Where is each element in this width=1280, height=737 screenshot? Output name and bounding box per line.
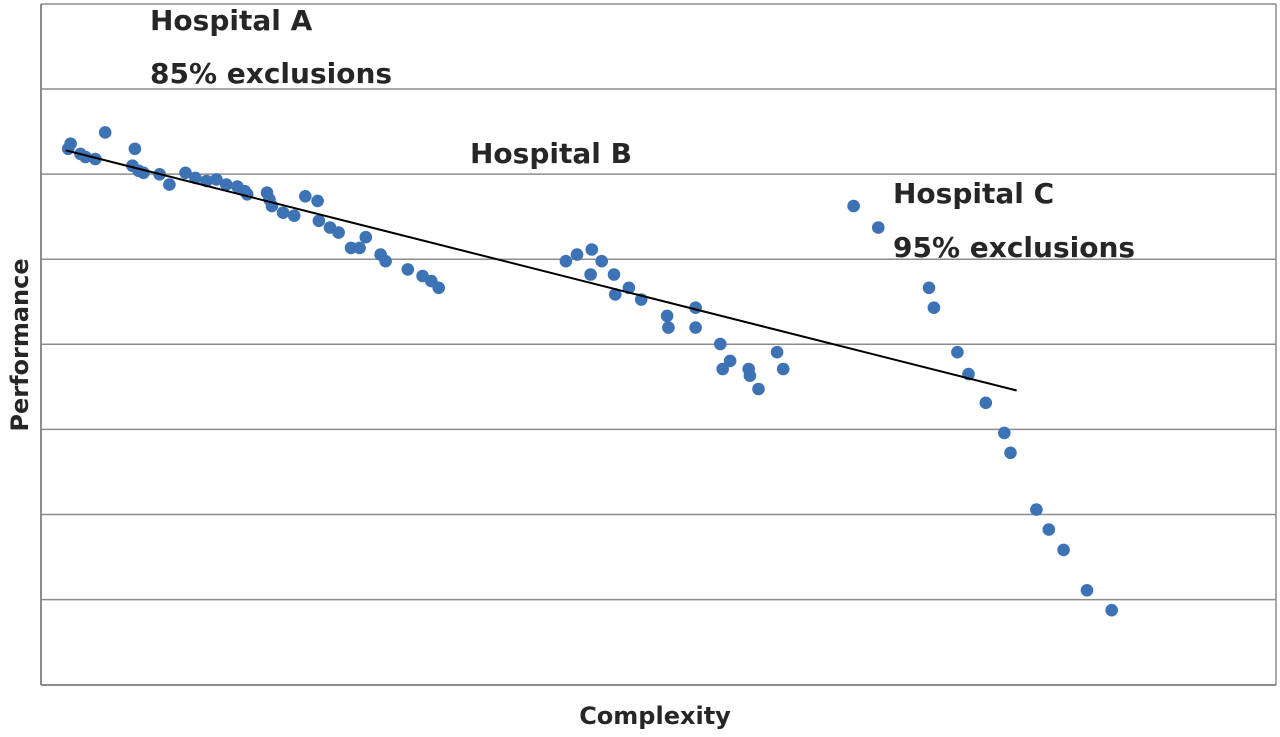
data-point bbox=[595, 254, 608, 268]
data-point bbox=[559, 254, 573, 268]
data-point bbox=[353, 241, 366, 255]
data-point bbox=[847, 199, 860, 213]
data-point bbox=[61, 142, 75, 156]
data-point bbox=[1042, 523, 1056, 536]
data-point bbox=[220, 178, 233, 191]
data-point bbox=[723, 354, 737, 368]
data-point bbox=[584, 268, 597, 281]
data-point bbox=[660, 309, 674, 323]
trendline bbox=[65, 149, 1017, 392]
data-point bbox=[359, 230, 373, 244]
data-point bbox=[979, 396, 993, 410]
data-point bbox=[210, 173, 223, 186]
data-point bbox=[743, 369, 757, 383]
data-point bbox=[609, 288, 622, 301]
data-point bbox=[332, 226, 345, 239]
data-point bbox=[299, 190, 312, 203]
data-point bbox=[401, 263, 415, 276]
data-point bbox=[776, 362, 790, 376]
gridlines bbox=[41, 88, 1276, 601]
data-point bbox=[752, 382, 765, 396]
data-point bbox=[312, 214, 326, 228]
data-point bbox=[770, 345, 784, 359]
annotation-hospital-name: Hospital A bbox=[150, 4, 313, 37]
data-point bbox=[922, 281, 936, 295]
annotations: Hospital A 85% exclusions Hospital B Hospit… bbox=[150, 4, 1135, 264]
data-point bbox=[951, 345, 964, 359]
data-point bbox=[276, 206, 290, 219]
data-point bbox=[189, 171, 202, 185]
x-axis-label: Complexity bbox=[579, 702, 731, 730]
data-point bbox=[927, 301, 941, 315]
data-point bbox=[89, 152, 102, 166]
data-point bbox=[1105, 603, 1118, 617]
data-point bbox=[662, 321, 675, 334]
data-point bbox=[98, 126, 112, 139]
data-points bbox=[61, 126, 1118, 617]
data-point bbox=[379, 254, 392, 268]
data-point bbox=[1030, 503, 1043, 516]
annotation-hospital-name: Hospital C bbox=[893, 177, 1054, 210]
data-point bbox=[607, 268, 621, 281]
data-point bbox=[311, 194, 324, 208]
annotation-hospital-name: Hospital B bbox=[470, 137, 632, 170]
data-point bbox=[163, 178, 176, 191]
data-point bbox=[689, 321, 702, 334]
data-point bbox=[1080, 584, 1094, 597]
data-point bbox=[585, 243, 599, 256]
data-point bbox=[570, 248, 584, 261]
data-point bbox=[716, 362, 729, 376]
annotation-exclusions: 85% exclusions bbox=[150, 57, 392, 90]
y-axis-label: Performance bbox=[6, 258, 34, 431]
data-point bbox=[1004, 446, 1017, 460]
data-point bbox=[1057, 543, 1070, 557]
data-point bbox=[179, 166, 192, 180]
data-point bbox=[998, 426, 1011, 440]
data-point bbox=[287, 209, 301, 222]
annotation-exclusions: 95% exclusions bbox=[893, 231, 1135, 264]
data-point bbox=[714, 337, 727, 351]
data-point bbox=[432, 281, 446, 295]
data-point bbox=[872, 221, 885, 234]
data-point bbox=[128, 142, 142, 156]
